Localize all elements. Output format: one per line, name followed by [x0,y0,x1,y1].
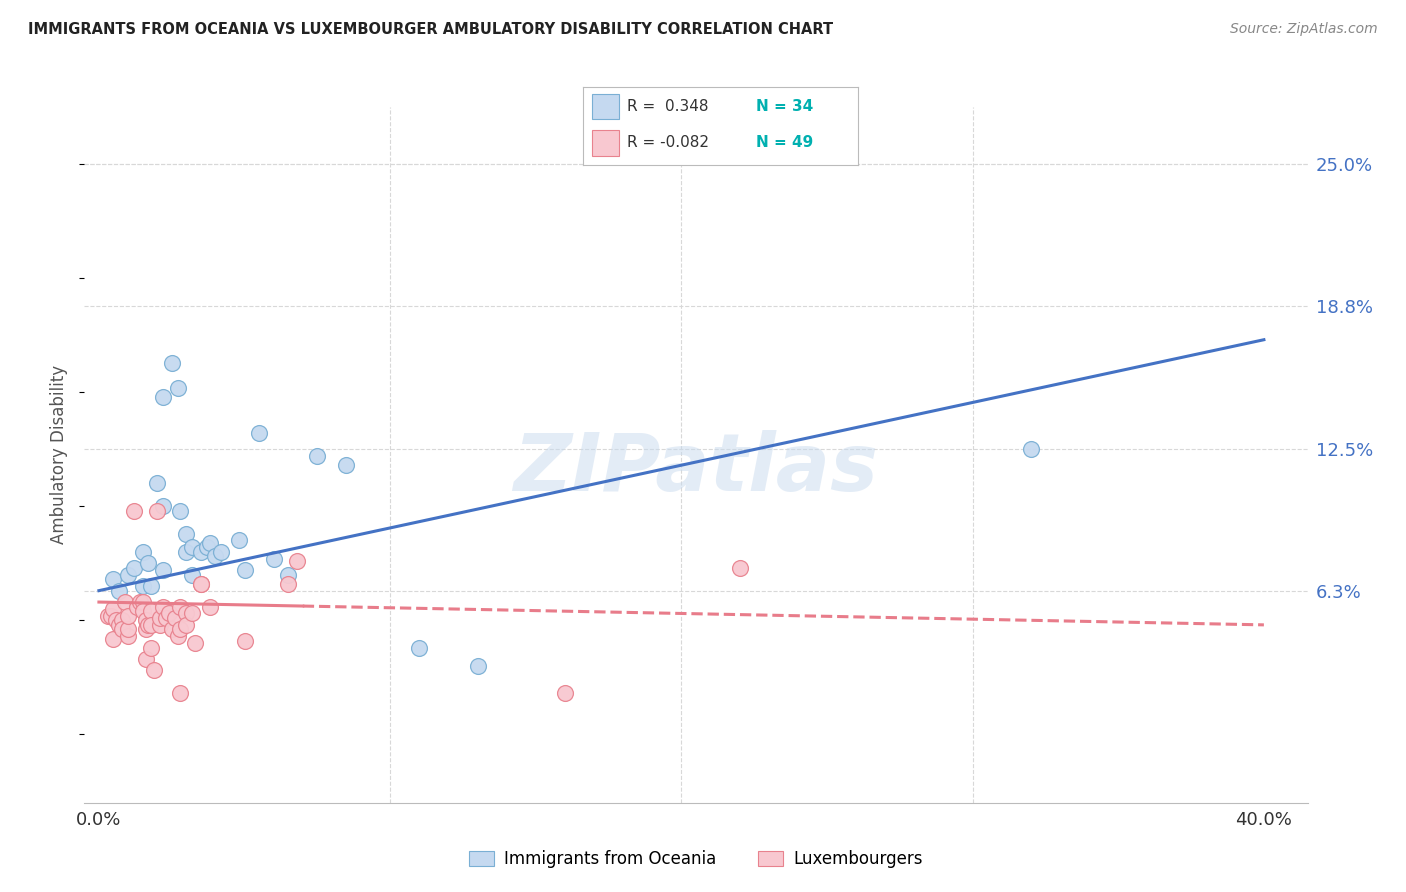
Point [138,556,160,570]
Point [174,545,197,559]
Point [169,504,191,518]
Point [131,604,153,618]
Text: R = -0.082: R = -0.082 [627,135,710,150]
Text: N = 49: N = 49 [756,135,814,150]
Point [1019,442,1042,457]
Point [181,541,204,555]
Point [117,629,139,643]
Point [114,595,136,609]
Point [174,618,197,632]
Point [152,599,174,614]
Bar [592,95,619,120]
Point [125,599,148,614]
Point [152,500,174,514]
Point [166,381,188,395]
Point [122,504,145,518]
Point [131,579,153,593]
Y-axis label: Ambulatory Disability: Ambulatory Disability [51,366,69,544]
Point [190,576,212,591]
Point [335,458,357,473]
Point [117,608,139,623]
Point [228,533,250,548]
Point [131,545,153,559]
Point [143,664,166,678]
Point [169,623,191,637]
Point [138,618,160,632]
Point [263,551,285,566]
Point [181,607,204,621]
Point [103,602,125,616]
Point [554,686,576,700]
Point [157,607,180,621]
Point [131,595,153,609]
Point [174,607,197,621]
Point [141,579,163,593]
Point [307,449,329,463]
Point [204,549,226,564]
Text: Source: ZipAtlas.com: Source: ZipAtlas.com [1230,22,1378,37]
Point [181,567,204,582]
Point [103,632,125,646]
Point [247,426,270,441]
Point [135,613,157,627]
Point [155,611,177,625]
Point [141,618,163,632]
Point [233,633,256,648]
Point [108,583,131,598]
Point [111,613,134,627]
Point [277,567,299,582]
Point [105,613,128,627]
Point [233,563,256,577]
Point [111,623,134,637]
Point [190,576,212,591]
Point [160,623,183,637]
Point [97,608,120,623]
Point [174,526,197,541]
Point [117,623,139,637]
Point [285,554,308,568]
Point [166,629,188,643]
Point [108,618,131,632]
Point [149,611,172,625]
Point [160,355,183,369]
Point [128,595,150,609]
Point [209,545,232,559]
Bar [592,130,619,155]
Point [141,640,163,655]
Text: IMMIGRANTS FROM OCEANIA VS LUXEMBOURGER AMBULATORY DISABILITY CORRELATION CHART: IMMIGRANTS FROM OCEANIA VS LUXEMBOURGER … [28,22,834,37]
Point [169,686,191,700]
Point [163,611,186,625]
Point [141,604,163,618]
Point [135,623,157,637]
Point [198,599,221,614]
Point [190,545,212,559]
Point [135,652,157,666]
Point [152,563,174,577]
Point [117,567,139,582]
Point [184,636,207,650]
Point [195,541,218,555]
Point [103,572,125,586]
Point [146,504,169,518]
Point [149,618,172,632]
Text: ZIPatlas: ZIPatlas [513,430,879,508]
Point [198,535,221,549]
Point [169,599,191,614]
Point [152,390,174,404]
Text: N = 34: N = 34 [756,99,814,114]
Legend: Immigrants from Oceania, Luxembourgers: Immigrants from Oceania, Luxembourgers [463,843,929,874]
Point [467,659,489,673]
Point [100,608,122,623]
Point [146,476,169,491]
Point [408,640,430,655]
Point [277,576,299,591]
Point [122,561,145,575]
Point [728,561,751,575]
Text: R =  0.348: R = 0.348 [627,99,709,114]
